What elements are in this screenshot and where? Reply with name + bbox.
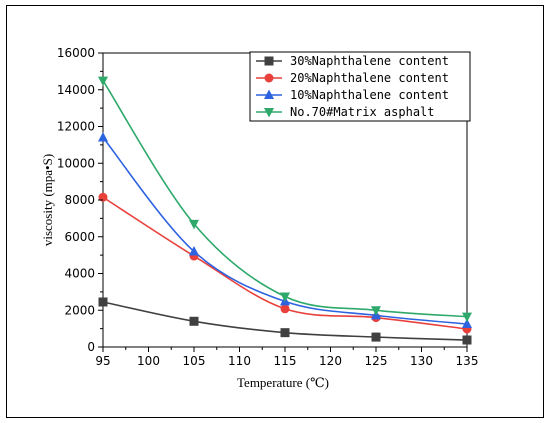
legend-label: 10%Naphthalene content <box>290 88 449 102</box>
legend-label: 20%Naphthalene content <box>290 71 449 85</box>
series-2 <box>98 192 472 334</box>
series-layer <box>98 76 472 345</box>
legend-item: No.70#Matrix asphalt <box>256 105 435 119</box>
data-point <box>189 316 199 326</box>
data-point <box>98 76 108 87</box>
y-tick-label: 12000 <box>57 120 95 134</box>
series-line <box>102 137 468 325</box>
x-tick-label: 110 <box>228 354 251 368</box>
data-point <box>189 219 199 230</box>
data-point <box>371 306 381 316</box>
series-line <box>102 80 468 318</box>
x-tick-label: 95 <box>95 354 110 368</box>
data-point <box>462 335 472 345</box>
y-axis: 0 2000 4000 6000 8000 10000 12000 14000 16000 <box>57 46 103 354</box>
y-tick-label: 14000 <box>57 83 95 97</box>
legend-marker <box>264 108 274 118</box>
legend-marker <box>264 56 274 66</box>
series-4 <box>98 76 472 323</box>
x-tick-label: 135 <box>456 354 479 368</box>
data-point <box>98 192 108 202</box>
x-tick-label: 105 <box>183 354 206 368</box>
y-axis-title: viscosity (mpa•S) <box>40 154 55 246</box>
y-tick-label: 4000 <box>64 267 95 281</box>
legend-item: 30%Naphthalene content <box>256 54 449 68</box>
x-axis: 95 100 105 110 115 120 125 130 135 <box>95 347 478 368</box>
x-tick-label: 120 <box>319 354 342 368</box>
data-point <box>98 297 108 307</box>
data-point <box>462 312 472 323</box>
data-point <box>371 332 381 342</box>
data-point <box>189 245 199 256</box>
y-tick-label: 2000 <box>64 303 95 317</box>
legend-item: 20%Naphthalene content <box>256 71 449 85</box>
data-point <box>280 328 290 338</box>
legend-label: 30%Naphthalene content <box>290 54 449 68</box>
data-point <box>280 292 290 302</box>
y-tick-label: 16000 <box>57 46 95 60</box>
x-axis-title: Temperature (℃) <box>237 375 329 390</box>
legend-item: 10%Naphthalene content <box>256 88 449 102</box>
legend-marker <box>264 73 274 83</box>
x-tick-label: 125 <box>365 354 388 368</box>
y-tick-label: 10000 <box>57 156 95 170</box>
data-point <box>462 318 472 329</box>
legend-marker <box>264 89 274 99</box>
x-tick-label: 100 <box>137 354 160 368</box>
series-1 <box>98 297 472 345</box>
y-tick-label: 0 <box>87 340 95 354</box>
legend: 30%Naphthalene content 20%Naphthalene con… <box>249 51 471 122</box>
x-tick-label: 115 <box>274 354 297 368</box>
data-point <box>280 304 290 314</box>
legend-label: No.70#Matrix asphalt <box>290 105 435 119</box>
y-tick-label: 6000 <box>64 230 95 244</box>
legend-box <box>249 51 471 122</box>
data-point <box>98 132 108 142</box>
y-tick-label: 8000 <box>64 193 95 207</box>
x-tick-label: 130 <box>410 354 433 368</box>
